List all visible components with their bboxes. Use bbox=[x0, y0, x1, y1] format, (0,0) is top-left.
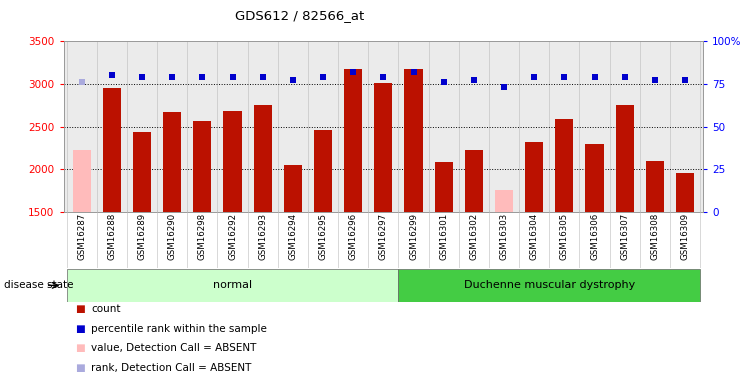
Text: GSM16305: GSM16305 bbox=[560, 213, 568, 260]
Text: value, Detection Call = ABSENT: value, Detection Call = ABSENT bbox=[91, 344, 257, 353]
Text: GSM16302: GSM16302 bbox=[469, 213, 479, 260]
Bar bbox=[283, 165, 302, 212]
Text: GSM16293: GSM16293 bbox=[258, 213, 267, 260]
Bar bbox=[616, 105, 634, 212]
Text: normal: normal bbox=[213, 280, 252, 290]
Text: ■: ■ bbox=[75, 363, 85, 373]
Text: ■: ■ bbox=[75, 304, 85, 314]
Text: rank, Detection Call = ABSENT: rank, Detection Call = ABSENT bbox=[91, 363, 251, 373]
Text: GSM16307: GSM16307 bbox=[620, 213, 629, 260]
Bar bbox=[465, 150, 483, 212]
Text: GSM16292: GSM16292 bbox=[228, 213, 237, 260]
Bar bbox=[102, 88, 121, 212]
Bar bbox=[314, 130, 332, 212]
Text: GSM16309: GSM16309 bbox=[681, 213, 690, 260]
Text: GSM16298: GSM16298 bbox=[198, 213, 207, 260]
Bar bbox=[254, 105, 272, 212]
Text: Duchenne muscular dystrophy: Duchenne muscular dystrophy bbox=[464, 280, 635, 290]
Text: GSM16289: GSM16289 bbox=[138, 213, 147, 260]
Bar bbox=[193, 122, 212, 212]
Bar bbox=[133, 132, 151, 212]
Bar bbox=[676, 172, 694, 212]
Text: GSM16301: GSM16301 bbox=[439, 213, 448, 260]
Bar bbox=[555, 119, 574, 212]
Bar bbox=[646, 160, 664, 212]
Bar bbox=[435, 162, 453, 212]
Text: GSM16308: GSM16308 bbox=[650, 213, 659, 260]
Bar bbox=[67, 269, 399, 302]
Bar bbox=[525, 142, 543, 212]
Bar bbox=[495, 190, 513, 212]
Bar bbox=[586, 144, 604, 212]
Bar bbox=[405, 69, 423, 212]
Text: GSM16294: GSM16294 bbox=[288, 213, 298, 260]
Text: GSM16295: GSM16295 bbox=[319, 213, 328, 260]
Text: ■: ■ bbox=[75, 344, 85, 353]
Text: GSM16303: GSM16303 bbox=[500, 213, 509, 260]
Text: ■: ■ bbox=[75, 324, 85, 334]
Text: percentile rank within the sample: percentile rank within the sample bbox=[91, 324, 267, 334]
Text: GSM16306: GSM16306 bbox=[590, 213, 599, 260]
Text: count: count bbox=[91, 304, 120, 314]
Bar bbox=[344, 69, 362, 212]
Text: GSM16288: GSM16288 bbox=[108, 213, 117, 260]
Text: GSM16290: GSM16290 bbox=[168, 213, 177, 260]
Text: GDS612 / 82566_at: GDS612 / 82566_at bbox=[235, 9, 364, 22]
Text: disease state: disease state bbox=[4, 280, 73, 290]
Text: GSM16297: GSM16297 bbox=[378, 213, 388, 260]
Text: GSM16304: GSM16304 bbox=[530, 213, 539, 260]
Text: GSM16299: GSM16299 bbox=[409, 213, 418, 260]
Text: GSM16296: GSM16296 bbox=[349, 213, 358, 260]
Bar bbox=[163, 112, 181, 212]
Bar bbox=[224, 111, 242, 212]
Bar bbox=[73, 150, 91, 212]
Bar bbox=[399, 269, 700, 302]
Bar bbox=[374, 83, 393, 212]
Text: GSM16287: GSM16287 bbox=[77, 213, 86, 260]
